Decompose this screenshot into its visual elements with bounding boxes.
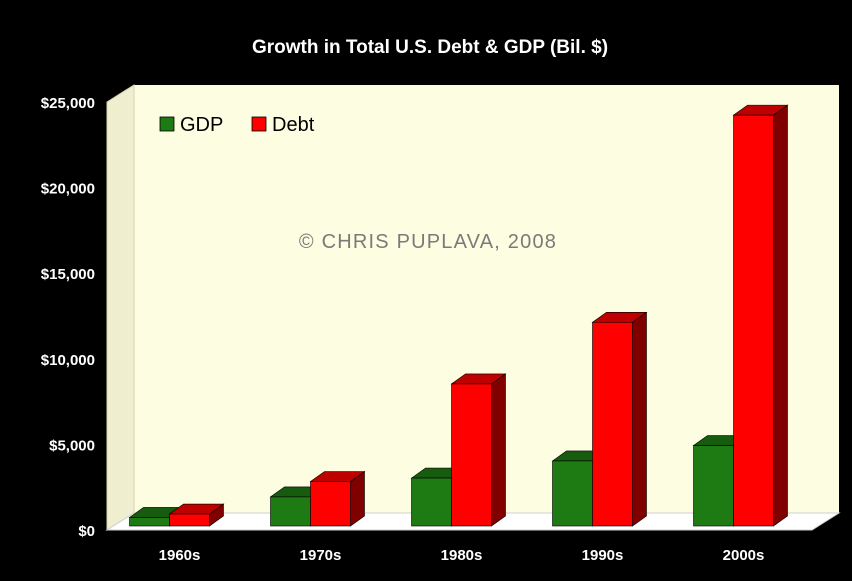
plot-side-wall — [106, 84, 135, 531]
bar-series — [128, 104, 789, 527]
y-tick-label: $10,000 — [41, 352, 95, 369]
bar-debt-1990s — [591, 311, 648, 527]
chart-title: Growth in Total U.S. Debt & GDP (Bil. $) — [252, 37, 608, 58]
legend: GDP Debt — [159, 114, 315, 136]
legend-swatch — [159, 116, 175, 132]
y-axis: $0 $5,000 $10,000 $15,000 $20,000 $25,000 — [41, 95, 95, 540]
x-tick-label: 1980s — [441, 547, 483, 564]
legend-label: Debt — [272, 114, 315, 136]
y-tick-label: $25,000 — [41, 95, 95, 112]
legend-item-debt: Debt — [251, 114, 315, 136]
legend-label: GDP — [180, 114, 223, 136]
watermark: © CHRIS PUPLAVA, 2008 — [299, 231, 557, 253]
x-tick-label: 1970s — [300, 547, 342, 564]
x-tick-label: 1960s — [159, 547, 201, 564]
bar-debt-1960s — [168, 503, 225, 527]
y-tick-label: $0 — [78, 523, 95, 540]
legend-swatch — [251, 116, 267, 132]
x-tick-label: 2000s — [723, 547, 765, 564]
x-axis: 1960s 1970s 1980s 1990s 2000s — [159, 547, 765, 564]
bar-debt-2000s — [732, 104, 789, 527]
plot-back-wall — [107, 85, 839, 530]
y-tick-label: $15,000 — [41, 266, 95, 283]
bar-debt-1980s — [450, 373, 507, 527]
y-tick-label: $20,000 — [41, 181, 95, 198]
y-tick-label: $5,000 — [49, 437, 95, 454]
bar-debt-1970s — [309, 470, 366, 527]
legend-item-gdp: GDP — [159, 114, 223, 136]
x-tick-label: 1990s — [582, 547, 624, 564]
